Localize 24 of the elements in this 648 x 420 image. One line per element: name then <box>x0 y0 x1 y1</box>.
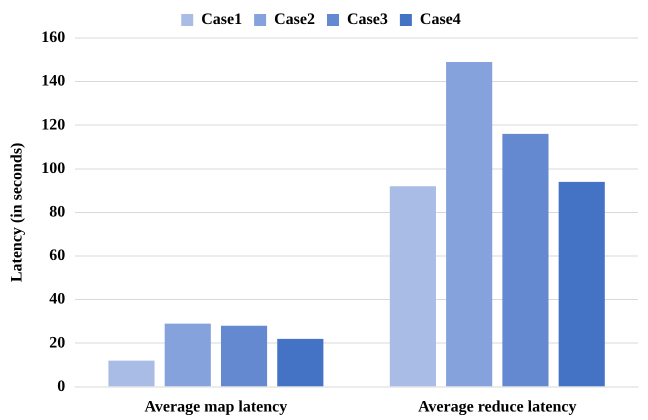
bar <box>277 338 324 386</box>
bar <box>446 62 492 386</box>
legend-label: Case4 <box>420 11 461 28</box>
x-tick-label: Average reduce latency <box>418 398 577 416</box>
x-tick-label: Average map latency <box>144 398 288 416</box>
y-tick-label: 120 <box>41 116 66 134</box>
bar <box>558 182 605 386</box>
bar <box>108 360 155 386</box>
bar <box>390 186 436 386</box>
legend-label: Case2 <box>274 11 316 28</box>
bar <box>220 326 268 386</box>
y-tick-label: 100 <box>41 160 66 177</box>
y-tick-label: 60 <box>49 247 66 264</box>
bar <box>502 134 549 386</box>
y-tick-label: 80 <box>49 204 66 221</box>
y-tick-label: 40 <box>49 290 66 308</box>
legend-label: Case3 <box>347 11 388 28</box>
y-tick-label: 160 <box>41 29 66 46</box>
legend-label: Case1 <box>201 11 242 28</box>
y-tick-label: 0 <box>57 378 66 395</box>
y-tick-label: 20 <box>49 334 66 352</box>
bar <box>164 324 211 386</box>
y-tick-label: 140 <box>41 72 66 90</box>
y-axis-title: Latency (in seconds) <box>8 142 26 282</box>
